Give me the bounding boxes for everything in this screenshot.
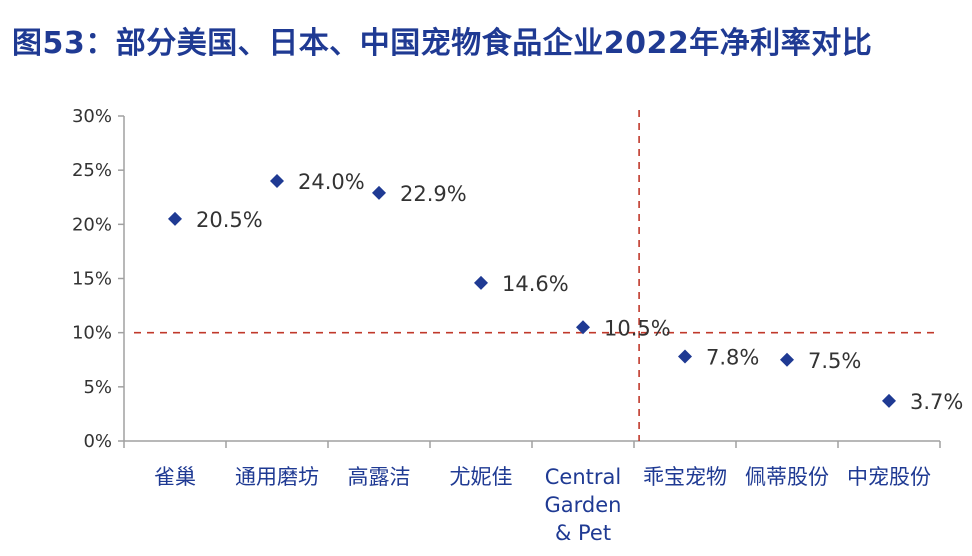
y-tick-label: 5% [83,377,112,398]
x-category-label: Central [545,465,621,489]
y-tick-label: 30% [72,106,112,127]
data-point-marker [576,320,590,335]
x-category-label: 通用磨坊 [235,465,319,489]
data-point-marker [882,393,896,408]
data-point-marker [678,349,692,364]
data-label: 7.5% [808,349,861,373]
x-category-label: 乖宝宠物 [643,465,727,489]
y-tick-label: 25% [72,160,112,181]
y-tick-label: 20% [72,214,112,235]
data-label: 10.5% [604,316,671,340]
y-tick-label: 0% [83,431,112,452]
y-tick-label: 15% [72,269,112,290]
data-label: 7.8% [706,346,759,370]
data-point-marker [168,211,182,226]
data-label: 14.6% [502,272,569,296]
x-category-label: 尤妮佳 [450,465,513,489]
data-label: 24.0% [298,170,365,194]
data-label: 22.9% [400,182,467,206]
data-point-marker [474,275,488,290]
data-point-marker [780,352,794,367]
data-point-marker [372,185,386,200]
data-label: 20.5% [196,208,263,232]
data-point-marker [270,174,284,188]
y-tick-label: 10% [72,323,112,344]
x-category-label: 高露洁 [348,465,411,489]
x-category-label: 中宠股份 [847,465,931,489]
chart-title: 图53：部分美国、日本、中国宠物食品企业2022年净利率对比 [12,26,873,61]
data-label: 3.7% [910,390,963,414]
x-category-label: & Pet [555,521,611,545]
x-category-label: 雀巢 [154,465,196,489]
x-category-label: 佩蒂股份 [745,465,829,489]
x-category-label: Garden [545,493,622,517]
